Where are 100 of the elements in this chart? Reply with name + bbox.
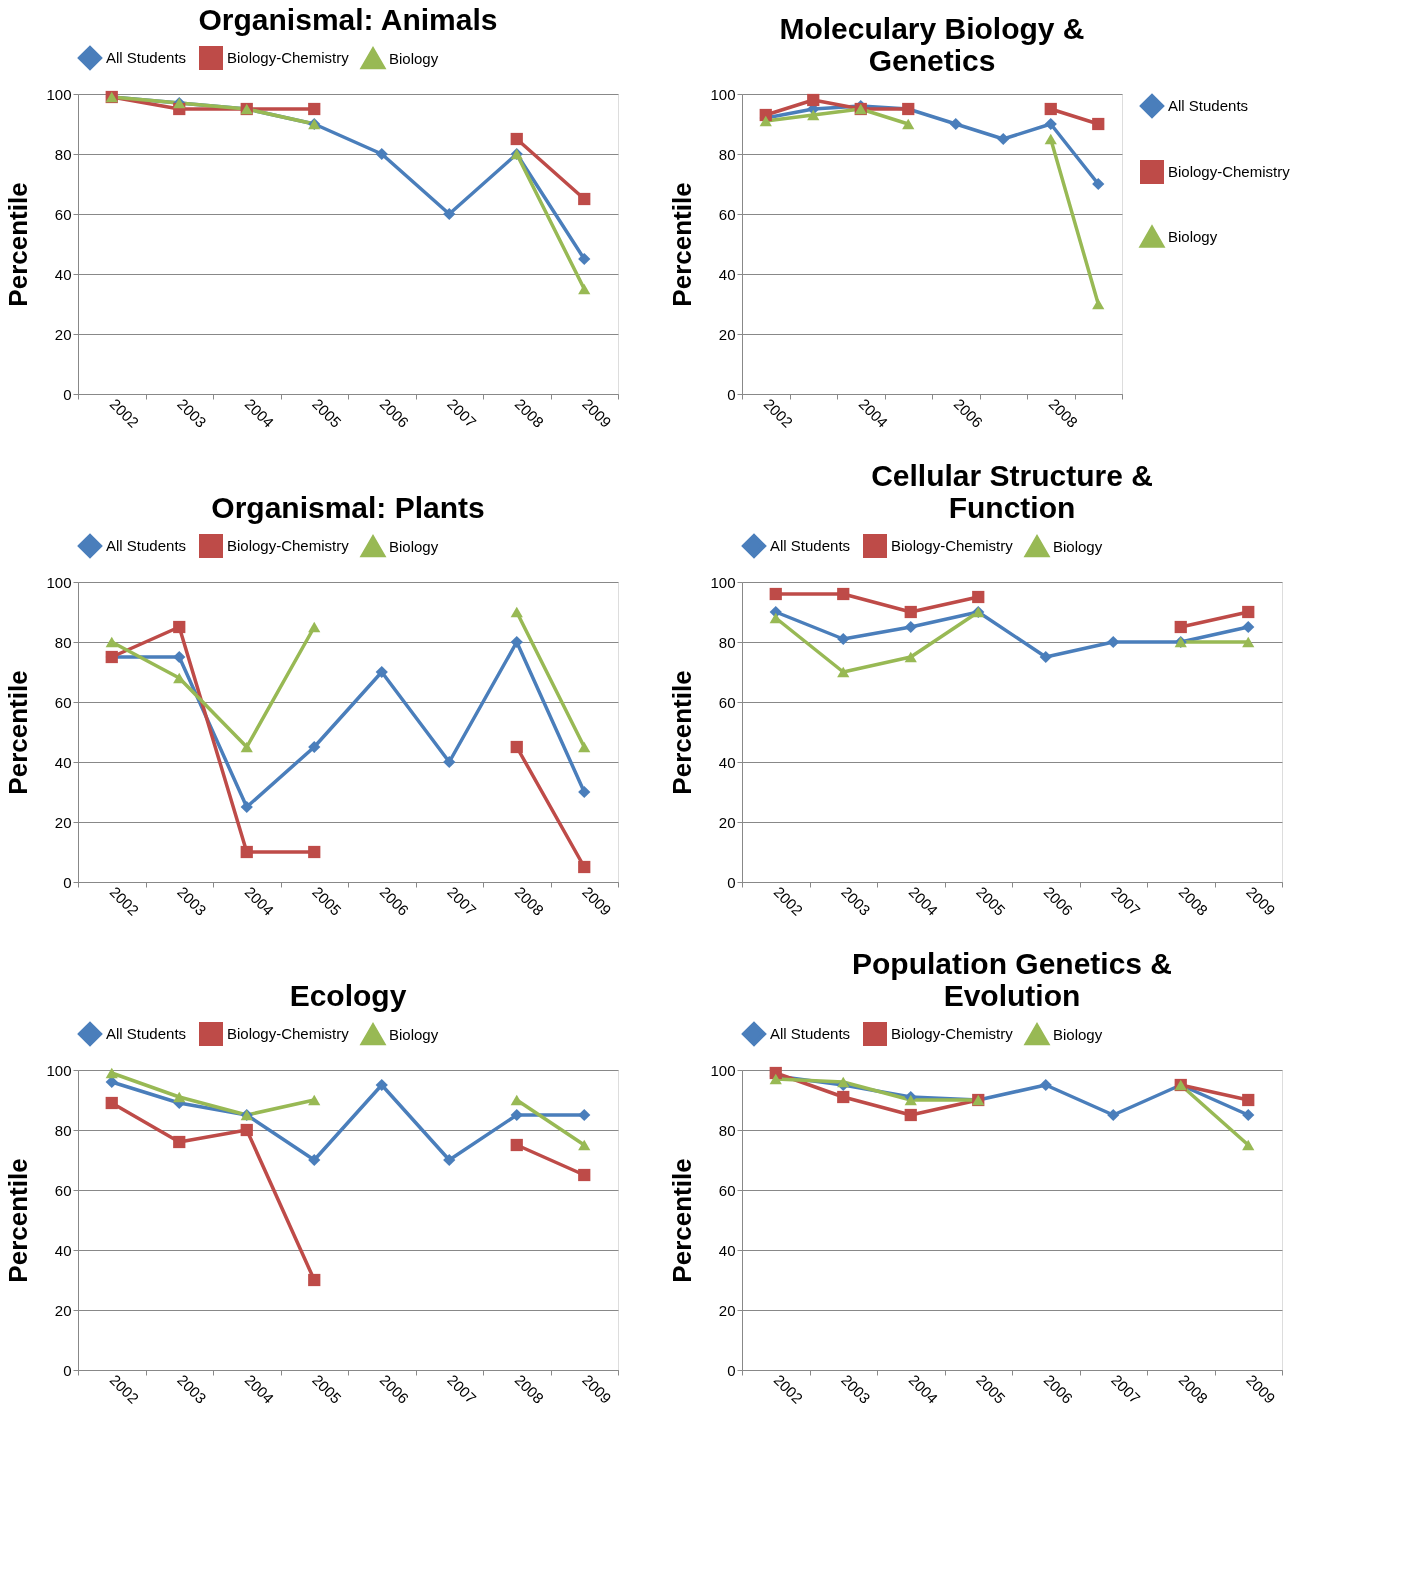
point: [578, 860, 591, 874]
point: [1092, 177, 1105, 191]
point: [510, 1138, 523, 1152]
y-tick-label: 40: [54, 265, 72, 283]
legend-label: Biology: [389, 537, 439, 555]
point: [972, 590, 985, 604]
point: [1242, 605, 1255, 619]
y-tick-label: 0: [63, 873, 72, 891]
point: [443, 1153, 456, 1167]
y-tick-label: 80: [54, 1121, 72, 1139]
y-tick-label: 60: [718, 1181, 736, 1199]
point: [1039, 650, 1052, 664]
legend-label: All Students: [106, 1025, 187, 1042]
point: [308, 845, 321, 859]
point: [308, 1153, 321, 1167]
legend-label: Biology-Chemistry: [227, 1025, 350, 1042]
point: [510, 1108, 523, 1122]
point: [578, 785, 591, 799]
point: [240, 800, 253, 814]
point: [902, 118, 915, 130]
point: [578, 1168, 591, 1182]
point: [1039, 1078, 1052, 1092]
y-tick-label: 100: [710, 85, 736, 103]
point: [1092, 117, 1105, 131]
y-tick-label: 60: [718, 693, 736, 711]
legend-label: All Students: [106, 537, 187, 554]
point: [904, 620, 917, 634]
point: [769, 587, 782, 601]
y-tick-label: 100: [46, 1061, 72, 1079]
point: [240, 845, 253, 859]
y-tick-label: 20: [718, 1301, 736, 1319]
point: [510, 606, 523, 618]
point: [1107, 635, 1120, 649]
y-tick-label: 20: [54, 1301, 72, 1319]
point: [578, 1108, 591, 1122]
chart-title: Ecology: [289, 979, 407, 1012]
y-tick-label: 40: [718, 1241, 736, 1259]
y-tick-label: 20: [54, 813, 72, 831]
point: [578, 741, 591, 753]
legend-label: Biology: [389, 1025, 439, 1043]
point: [578, 283, 591, 295]
point: [904, 1094, 917, 1106]
legend-label: Biology: [389, 49, 439, 67]
point: [997, 132, 1010, 146]
y-tick-label: 60: [54, 1181, 72, 1199]
point: [375, 147, 388, 161]
point: [443, 755, 456, 769]
y-axis-title: Percentile: [667, 1158, 698, 1283]
point: [904, 1108, 917, 1122]
y-tick-label: 0: [727, 1361, 736, 1379]
legend-label: Biology-Chemistry: [227, 49, 350, 66]
y-tick-label: 100: [46, 573, 72, 591]
chart-title: Moleculary Biology & Genetics: [779, 12, 1085, 77]
chart-title: Cellular Structure & Function: [871, 459, 1153, 524]
y-tick-label: 40: [54, 1241, 72, 1259]
point: [1242, 636, 1255, 648]
point: [1242, 620, 1255, 634]
point: [173, 650, 186, 664]
legend-label: Biology: [1053, 537, 1103, 555]
point: [837, 632, 850, 646]
point: [837, 587, 850, 601]
y-tick-label: 60: [54, 205, 72, 223]
point: [1092, 298, 1105, 310]
y-tick-label: 60: [54, 693, 72, 711]
point: [240, 741, 253, 753]
legend-label: Biology-Chemistry: [227, 537, 350, 554]
point: [807, 93, 820, 107]
legend-label: All Students: [770, 537, 851, 554]
y-tick-label: 100: [46, 85, 72, 103]
point: [769, 1073, 782, 1085]
point: [904, 651, 917, 663]
y-axis-title: Percentile: [3, 670, 34, 795]
point: [1044, 117, 1057, 131]
point: [375, 665, 388, 679]
point: [837, 666, 850, 678]
point: [837, 1076, 850, 1088]
point: [105, 636, 118, 648]
point: [173, 1091, 186, 1103]
point: [1242, 1108, 1255, 1122]
y-tick-label: 80: [718, 1121, 736, 1139]
point: [510, 132, 523, 146]
y-tick-label: 80: [718, 633, 736, 651]
y-tick-label: 80: [54, 145, 72, 163]
y-axis-title: Percentile: [3, 182, 34, 307]
point: [308, 1094, 321, 1106]
y-tick-label: 100: [710, 1061, 736, 1079]
point: [240, 1123, 253, 1137]
y-tick-label: 0: [63, 1361, 72, 1379]
y-axis-title: Percentile: [667, 670, 698, 795]
point: [769, 612, 782, 624]
point: [308, 1273, 321, 1287]
point: [949, 117, 962, 131]
point: [578, 1139, 591, 1151]
y-axis-title: Percentile: [3, 1158, 34, 1283]
y-tick-label: 40: [718, 753, 736, 771]
legend-label: Biology: [1168, 228, 1218, 245]
chart-title: Organismal: Animals: [198, 3, 498, 36]
point: [308, 102, 321, 116]
y-tick-label: 20: [718, 813, 736, 831]
point: [308, 740, 321, 754]
